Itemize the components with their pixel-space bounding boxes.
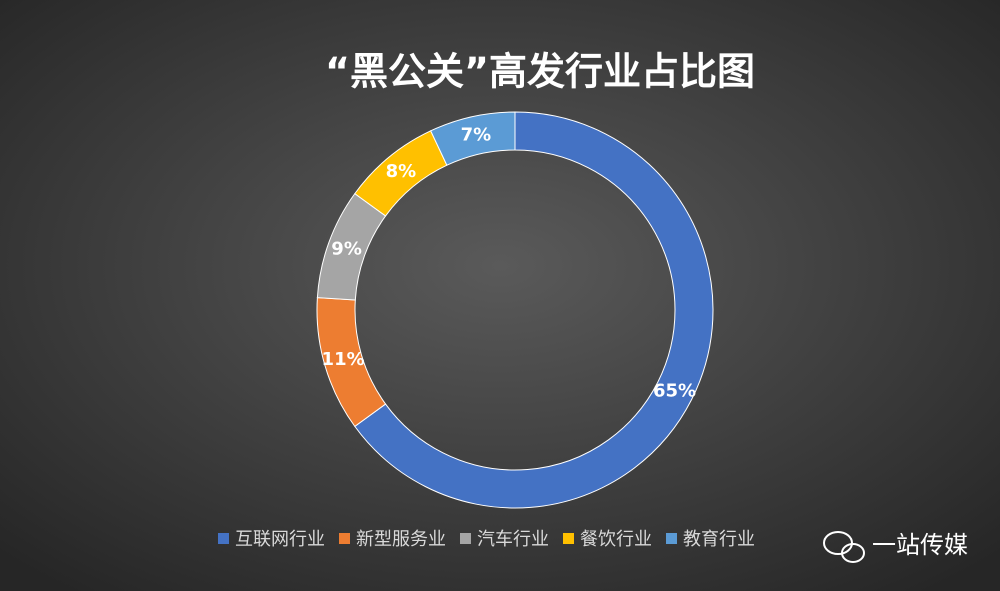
legend-swatch [563, 533, 574, 544]
legend-swatch [218, 533, 229, 544]
legend-swatch [460, 533, 471, 544]
data-label: 11% [322, 349, 365, 370]
data-label: 7% [461, 124, 492, 145]
legend-swatch [339, 533, 350, 544]
legend-label: 教育行业 [683, 529, 755, 550]
legend-swatch [666, 533, 677, 544]
chart-title: “黑公关”高发行业占比图 [325, 50, 755, 94]
legend-label: 新型服务业 [356, 529, 446, 550]
legend-label: 互联网行业 [235, 529, 325, 550]
donut-slice [354, 111, 714, 509]
legend-label: 汽车行业 [477, 529, 549, 550]
donut-slice [430, 111, 516, 166]
data-label: 8% [386, 161, 417, 182]
legend-label: 餐饮行业 [580, 529, 652, 550]
data-label: 65% [653, 380, 696, 401]
data-label: 9% [331, 238, 362, 259]
watermark: 一站传媒 [872, 531, 968, 559]
watermark-icon [823, 531, 865, 563]
